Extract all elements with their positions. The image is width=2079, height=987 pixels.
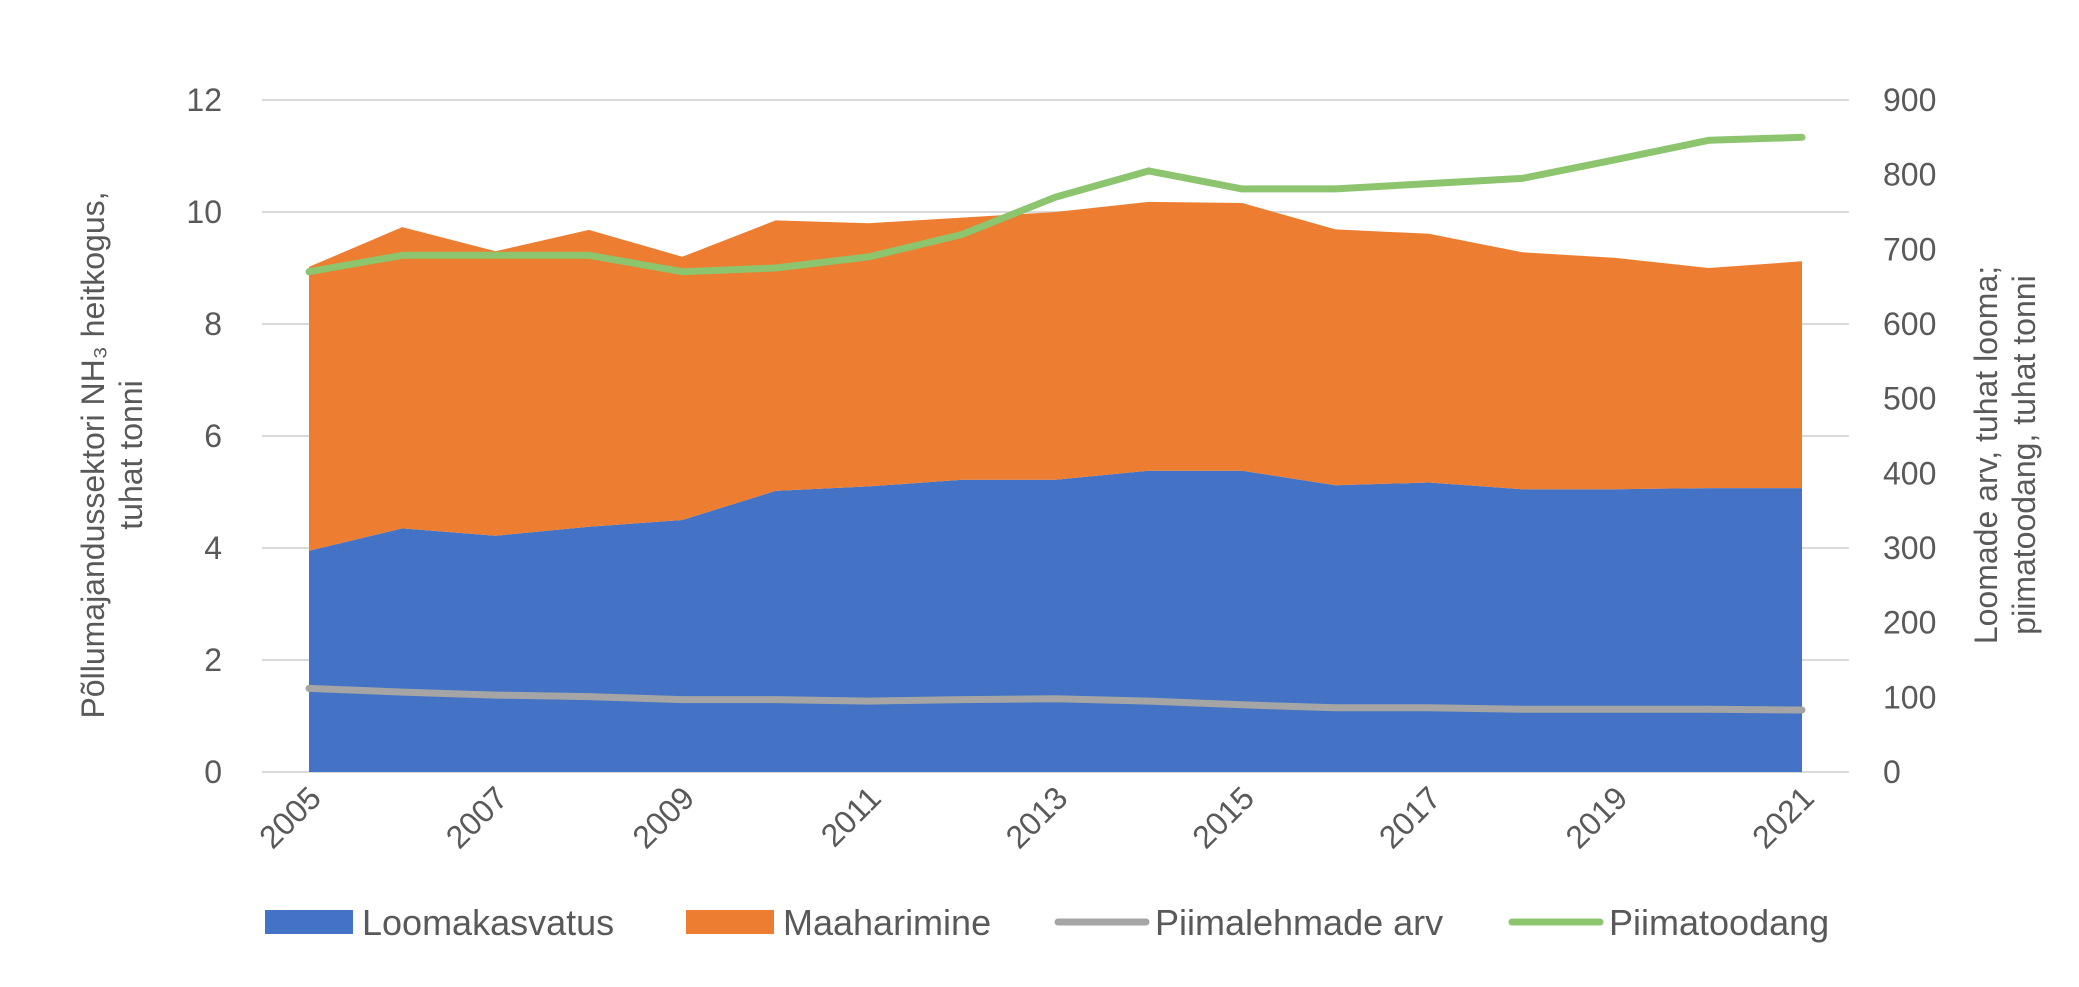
x-tick-label: 2009	[625, 779, 701, 855]
x-tick-label: 2007	[439, 779, 515, 855]
y-right-tick-label: 400	[1883, 455, 1936, 491]
axis-title-line: Loomade arv, tuhat looma;	[1968, 266, 2004, 644]
x-tick-label: 2005	[252, 779, 328, 855]
y-right-tick-label: 700	[1883, 231, 1936, 267]
x-tick-label: 2011	[814, 779, 888, 853]
y-left-tick-label: 6	[204, 418, 222, 454]
legend-label-piimatoodang: Piimatoodang	[1609, 902, 1829, 943]
x-tick-label: 2021	[1745, 779, 1821, 855]
y-right-tick-label: 300	[1883, 530, 1936, 566]
axis-title-line: tuhat tonni	[113, 380, 149, 529]
x-axis-ticks: 2005 2007 2009 2011 2013 2015 2017 2019 2021	[252, 779, 1821, 855]
y-right-tick-label: 600	[1883, 306, 1936, 342]
area-maaharimine	[309, 201, 1802, 551]
y-right-tick-label: 500	[1883, 381, 1936, 417]
y-left-tick-label: 2	[204, 642, 222, 678]
legend-label-piimalehmade-arv: Piimalehmade arv	[1155, 902, 1443, 943]
x-tick-label: 2017	[1372, 779, 1448, 855]
x-tick-label: 2019	[1559, 779, 1635, 855]
y-axis-left-ticks: 0 2 4 6 8 10 12	[186, 82, 222, 790]
x-tick-label: 2013	[999, 779, 1075, 855]
axis-title-line: Põllumajandussektori NH₃ heitkogus,	[75, 191, 111, 718]
y-right-tick-label: 0	[1883, 754, 1901, 790]
legend-swatch-maaharimine	[686, 910, 774, 934]
y-left-tick-label: 0	[204, 754, 222, 790]
y-axis-left-title: Põllumajandussektori NH₃ heitkogus,tuhat…	[75, 191, 149, 718]
y-axis-right-ticks: 0 100 200 300 400 500 600 700 800 900	[1883, 82, 1936, 790]
line-piimatoodang	[305, 133, 1806, 276]
lines	[305, 133, 1806, 714]
y-left-tick-label: 4	[204, 530, 222, 566]
legend-label-loomakasvatus: Loomakasvatus	[362, 902, 614, 943]
y-right-tick-label: 900	[1883, 82, 1936, 118]
y-right-tick-label: 100	[1883, 679, 1936, 715]
axis-title-line: piimatoodang, tuhat tonni	[2006, 275, 2042, 634]
y-right-tick-label: 800	[1883, 157, 1936, 193]
areas	[309, 201, 1802, 772]
line-piimalehmade-arv	[305, 684, 1806, 714]
y-left-tick-label: 8	[204, 306, 222, 342]
y-left-tick-label: 10	[186, 194, 222, 230]
y-left-tick-label: 12	[186, 82, 222, 118]
x-tick-label: 2015	[1185, 779, 1261, 855]
legend-swatch-loomakasvatus	[265, 910, 353, 934]
y-axis-right-title: Loomade arv, tuhat looma;piimatoodang, t…	[1968, 266, 2042, 644]
y-right-tick-label: 200	[1883, 605, 1936, 641]
legend-label-maaharimine: Maaharimine	[783, 902, 991, 943]
legend: Loomakasvatus Maaharimine Piimalehmade arv…	[265, 902, 1829, 943]
